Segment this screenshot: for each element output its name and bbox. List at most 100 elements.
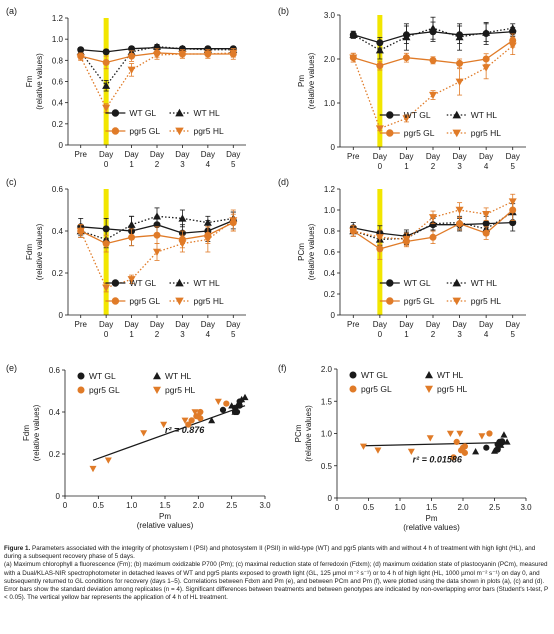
- data-point: [181, 417, 189, 424]
- legend-marker: [153, 372, 161, 380]
- data-point: [375, 46, 384, 54]
- x-tick-label: Day: [479, 320, 493, 329]
- data-point: [219, 406, 227, 414]
- x-tick-label: 3.0: [259, 501, 271, 510]
- x-tick-label: Day: [506, 320, 520, 329]
- series-pgr5-hl: [349, 36, 517, 133]
- x-axis-label-main: Pm: [159, 512, 171, 521]
- legend-entry: WT HL: [169, 278, 220, 288]
- y-axis-label-main: Fdm: [25, 244, 34, 260]
- y-tick-label: 0: [331, 311, 336, 320]
- y-tick-label: 0.6: [52, 78, 64, 87]
- y-tick-label: 0.6: [52, 185, 64, 194]
- y-tick-label: 1.0: [324, 206, 336, 215]
- y-tick-label: 0.4: [52, 99, 64, 108]
- data-point: [456, 430, 464, 437]
- x-tick-label: 0.5: [93, 501, 105, 510]
- series-pgr5-hl: [76, 209, 238, 293]
- legend-label: pgr5 GL: [89, 385, 120, 395]
- y-tick-label: 0: [59, 311, 64, 320]
- y-tick-label: 0.2: [52, 120, 64, 129]
- data-point: [127, 276, 136, 284]
- legend-entry: WT GL: [105, 278, 156, 288]
- x-tick-label: Day: [452, 152, 466, 161]
- y-tick-label: 1.0: [324, 99, 336, 108]
- data-point: [453, 438, 460, 445]
- chart-panel-1: (b)01.02.03.0Pm (relative values)Pre Day0D…: [278, 6, 526, 171]
- x-tick-label: 2.5: [226, 501, 238, 510]
- data-point: [128, 52, 136, 60]
- y-axis-label: Fdm (relative values): [25, 223, 44, 280]
- y-tick-label: 0.8: [324, 227, 336, 236]
- x-tick-label: 0: [63, 501, 68, 510]
- y-tick-label: 0.6: [49, 366, 61, 375]
- caption-title: Figure 1.: [4, 545, 31, 552]
- data-point: [456, 220, 464, 228]
- y-tick-label: 3.0: [324, 11, 336, 20]
- x-tick-label: 4: [206, 160, 211, 169]
- regression-line: [363, 441, 508, 447]
- legend-label: WT GL: [404, 110, 431, 120]
- legend-marker: [452, 110, 462, 119]
- data-point: [102, 240, 110, 248]
- x-tick-label: 2: [431, 162, 436, 171]
- panel-label: (f): [278, 363, 287, 373]
- x-tick-label: Pre: [347, 152, 360, 161]
- data-point: [478, 433, 486, 440]
- data-point: [140, 430, 148, 437]
- series-wt-hl: [349, 16, 517, 60]
- data-point: [429, 233, 437, 241]
- data-point: [178, 50, 187, 58]
- legend-marker: [111, 279, 120, 287]
- figure: (a) 0 0.2 0.4 0.6 0.8 1.0 1.2 Fm (relative values…: [6, 6, 532, 532]
- chart-panel-0: (a) 0 0.2 0.4 0.6 0.8 1.0 1.2 Fm (relative values…: [6, 6, 246, 169]
- x-tick-label: 1.5: [159, 501, 171, 510]
- data-point: [160, 421, 168, 429]
- legend-label: pgr5 GL: [404, 296, 435, 306]
- data-point: [407, 448, 415, 456]
- data-point: [349, 30, 358, 38]
- data-point: [223, 400, 230, 407]
- y-axis-label: Pm (relative values): [297, 52, 316, 109]
- data-point: [482, 64, 491, 72]
- panel-label: (e): [6, 363, 17, 373]
- series-pgr5-hl: [76, 48, 238, 113]
- legend-entry: WT HL: [446, 278, 497, 288]
- legend-entry: WT HL: [425, 370, 464, 380]
- chart-panel-3: (d) 0 0.2 0.4 0.6 0.8 1.0 1.2 PCm (relative value…: [278, 177, 526, 339]
- x-tick-label: Day: [452, 320, 466, 329]
- x-tick-label: Day: [399, 152, 413, 161]
- data-point: [402, 236, 411, 244]
- data-point: [375, 234, 384, 242]
- x-axis-label-sub: (relative values): [137, 521, 194, 530]
- series-wt-hl: [208, 393, 249, 424]
- data-point: [376, 62, 384, 70]
- data-point: [446, 430, 454, 437]
- y-tick-label: 1.2: [52, 14, 64, 23]
- x-tick-label: 5: [231, 160, 236, 169]
- x-tick-label: Day: [124, 150, 138, 159]
- regression-line: [92, 405, 246, 461]
- data-point: [455, 206, 464, 214]
- x-tick-label: 5: [231, 330, 236, 339]
- series-pgr5-hl: [89, 398, 222, 473]
- x-tick-label: Day: [201, 320, 215, 329]
- r-squared-annotation: r² = 0.01586: [413, 455, 463, 465]
- legend-entry: WT HL: [153, 371, 192, 381]
- legend-entry: pgr5 GL: [105, 296, 160, 306]
- caption-body: (a) Maximum chlorophyll a fluorescence (…: [4, 561, 549, 602]
- x-tick-label: 1.0: [394, 503, 406, 512]
- data-point: [429, 214, 437, 222]
- data-point: [429, 56, 437, 64]
- legend-label: pgr5 GL: [361, 384, 392, 394]
- panel-label: (a): [6, 6, 17, 16]
- legend-marker: [386, 129, 394, 137]
- x-tick-label: 1: [129, 330, 134, 339]
- legend-entry: pgr5 GL: [105, 126, 160, 136]
- x-tick-label: Day: [124, 320, 138, 329]
- legend-label: WT HL: [437, 370, 464, 380]
- y-axis-label: PCm (relative values): [297, 223, 316, 280]
